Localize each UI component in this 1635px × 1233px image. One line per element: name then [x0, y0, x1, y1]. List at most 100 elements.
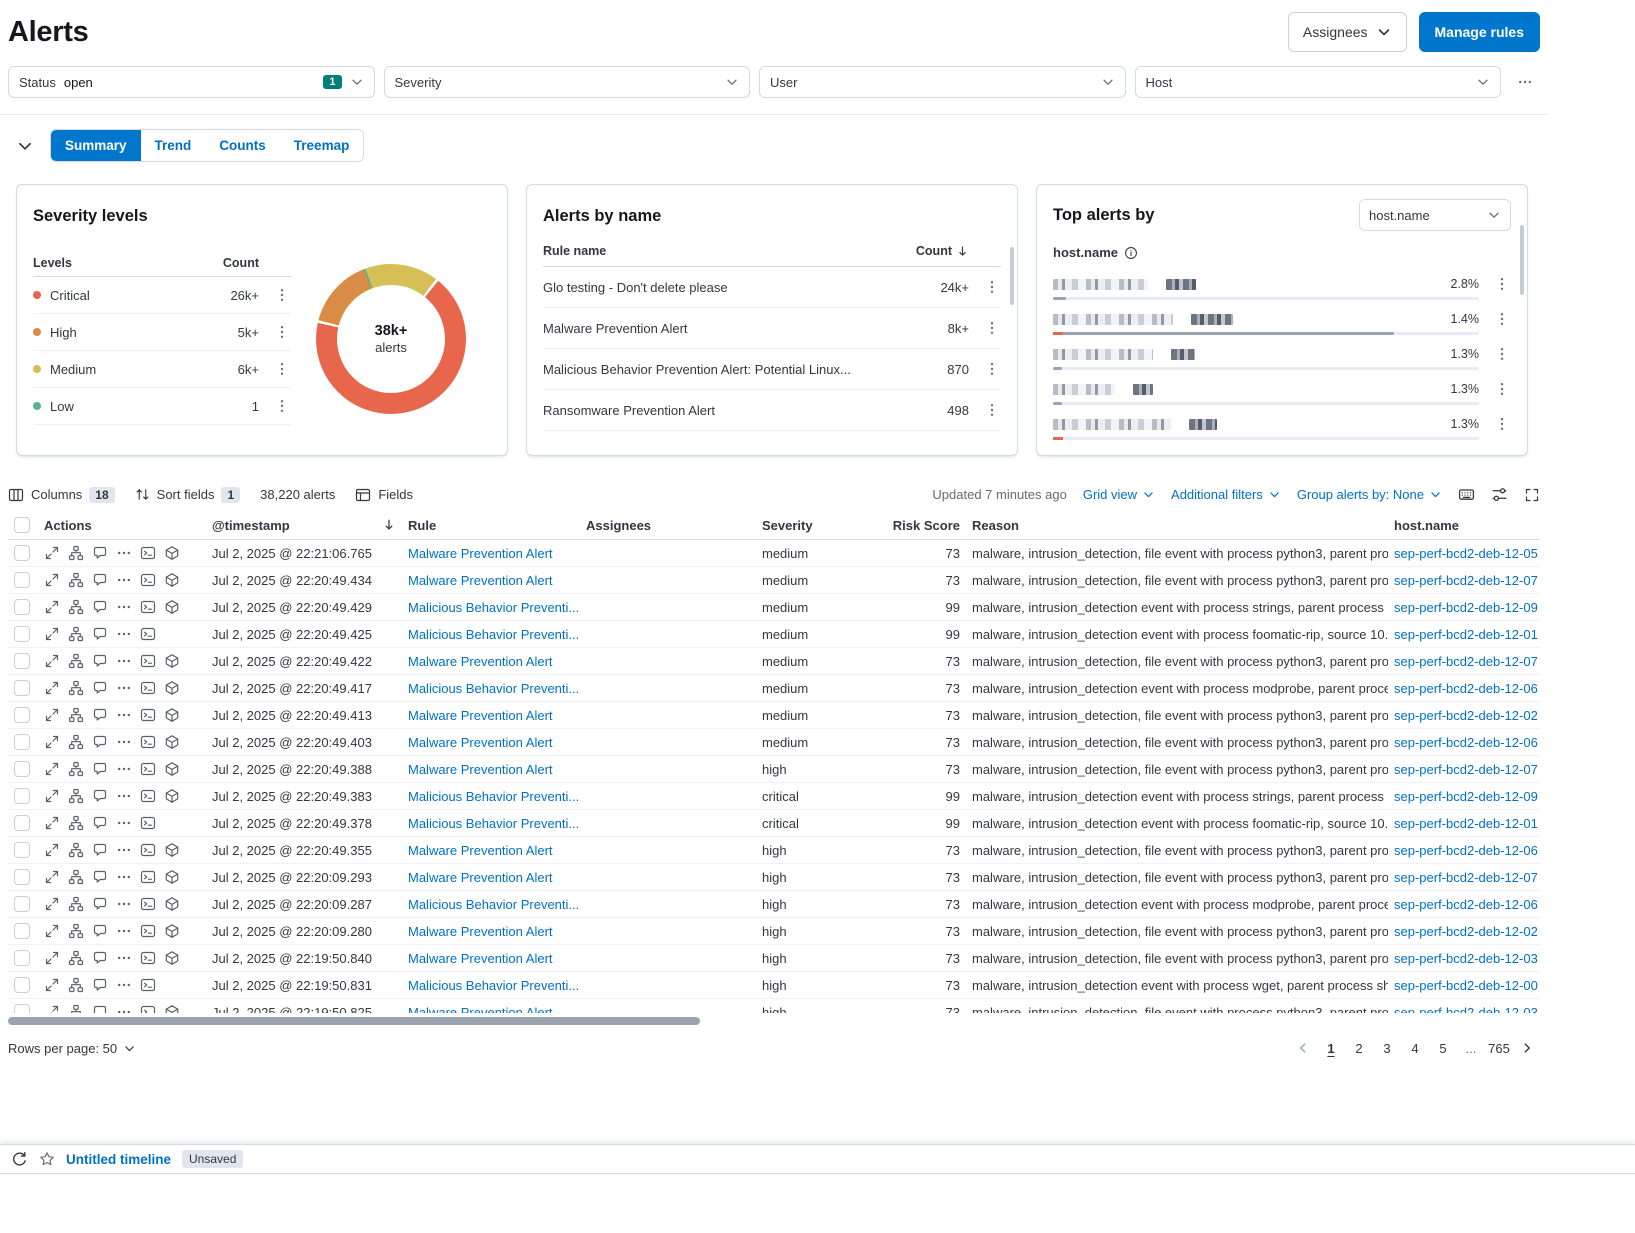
host-link[interactable]: sep-perf-bcd2-deb-12-09 [1394, 788, 1538, 804]
card-scrollbar[interactable] [1010, 247, 1014, 305]
previous-page-icon[interactable] [1292, 1041, 1314, 1055]
timeline-toggle-icon[interactable] [11, 1151, 28, 1168]
analyze-event-icon[interactable] [164, 734, 180, 750]
host-link[interactable]: sep-perf-bcd2-deb-12-07 [1394, 572, 1538, 588]
row-checkbox[interactable] [14, 896, 30, 912]
analyze-event-icon[interactable] [164, 545, 180, 561]
add-note-icon[interactable] [92, 653, 108, 669]
expand-alert-icon[interactable] [44, 572, 60, 588]
more-actions-icon[interactable] [116, 869, 132, 885]
kebab-menu-icon[interactable] [1493, 276, 1511, 292]
more-actions-icon[interactable] [116, 950, 132, 966]
row-checkbox[interactable] [14, 572, 30, 588]
info-icon[interactable] [1124, 246, 1138, 260]
col-header-reason[interactable]: Reason [972, 517, 1019, 533]
page-3[interactable]: 3 [1383, 1040, 1391, 1056]
more-actions-icon[interactable] [116, 815, 132, 831]
session-view-icon[interactable] [140, 1004, 156, 1013]
investigate-timeline-icon[interactable] [68, 545, 84, 561]
fields-button[interactable]: Fields [355, 487, 413, 503]
session-view-icon[interactable] [140, 842, 156, 858]
host-link[interactable]: sep-perf-bcd2-deb-12-01 [1394, 815, 1538, 831]
session-view-icon[interactable] [140, 869, 156, 885]
host-link[interactable]: sep-perf-bcd2-deb-12-06 [1394, 842, 1538, 858]
analyze-event-icon[interactable] [164, 653, 180, 669]
more-filters-button[interactable] [1510, 68, 1540, 96]
row-checkbox[interactable] [14, 599, 30, 615]
sort-fields-button[interactable]: Sort fields 1 [135, 486, 241, 503]
more-actions-icon[interactable] [116, 761, 132, 777]
grid-view-button[interactable]: Grid view [1083, 487, 1155, 502]
host-link[interactable]: sep-perf-bcd2-deb-12-05 [1394, 545, 1538, 561]
row-checkbox[interactable] [14, 815, 30, 831]
investigate-timeline-icon[interactable] [68, 599, 84, 615]
add-note-icon[interactable] [92, 869, 108, 885]
expand-alert-icon[interactable] [44, 599, 60, 615]
page-765[interactable]: 765 [1488, 1040, 1510, 1056]
rule-link[interactable]: Malicious Behavior Preventi... [408, 788, 580, 804]
host-link[interactable]: sep-perf-bcd2-deb-12-02 [1394, 707, 1538, 723]
rule-link[interactable]: Malware Prevention Alert [408, 842, 553, 858]
investigate-timeline-icon[interactable] [68, 734, 84, 750]
next-page-icon[interactable] [1516, 1041, 1538, 1055]
investigate-timeline-icon[interactable] [68, 896, 84, 912]
card-scrollbar[interactable] [1520, 225, 1524, 295]
col-header-risk-score[interactable]: Risk Score [892, 517, 960, 533]
rule-link[interactable]: Malware Prevention Alert [408, 707, 553, 723]
session-view-icon[interactable] [140, 815, 156, 831]
row-checkbox[interactable] [14, 788, 30, 804]
row-checkbox[interactable] [14, 653, 30, 669]
add-note-icon[interactable] [92, 1004, 108, 1013]
more-actions-icon[interactable] [116, 1004, 132, 1013]
expand-alert-icon[interactable] [44, 734, 60, 750]
expand-alert-icon[interactable] [44, 626, 60, 642]
add-note-icon[interactable] [92, 896, 108, 912]
investigate-timeline-icon[interactable] [68, 761, 84, 777]
analyze-event-icon[interactable] [164, 788, 180, 804]
host-link[interactable]: sep-perf-bcd2-deb-12-06 [1394, 896, 1538, 912]
row-checkbox[interactable] [14, 977, 30, 993]
columns-button[interactable]: Columns 18 [8, 486, 115, 503]
add-note-icon[interactable] [92, 842, 108, 858]
add-note-icon[interactable] [92, 572, 108, 588]
session-view-icon[interactable] [140, 680, 156, 696]
collapse-summary-icon[interactable] [16, 137, 34, 155]
analyze-event-icon[interactable] [164, 896, 180, 912]
row-checkbox[interactable] [14, 950, 30, 966]
host-link[interactable]: sep-perf-bcd2-deb-12-02 [1394, 923, 1538, 939]
row-checkbox[interactable] [14, 734, 30, 750]
expand-alert-icon[interactable] [44, 950, 60, 966]
host-link[interactable]: sep-perf-bcd2-deb-12-07 [1394, 761, 1538, 777]
rule-link[interactable]: Malicious Behavior Preventi... [408, 896, 580, 912]
kebab-menu-icon[interactable] [983, 361, 1001, 377]
kebab-menu-icon[interactable] [1493, 346, 1511, 362]
investigate-timeline-icon[interactable] [68, 788, 84, 804]
session-view-icon[interactable] [140, 923, 156, 939]
expand-alert-icon[interactable] [44, 788, 60, 804]
favorite-star-icon[interactable] [39, 1151, 55, 1167]
add-note-icon[interactable] [92, 815, 108, 831]
fullscreen-icon[interactable] [1524, 487, 1540, 503]
add-note-icon[interactable] [92, 545, 108, 561]
group-alerts-by-button[interactable]: Group alerts by: None [1297, 487, 1442, 502]
session-view-icon[interactable] [140, 950, 156, 966]
investigate-timeline-icon[interactable] [68, 977, 84, 993]
expand-alert-icon[interactable] [44, 842, 60, 858]
kebab-menu-icon[interactable] [983, 279, 1001, 295]
host-link[interactable]: sep-perf-bcd2-deb-12-09 [1394, 599, 1538, 615]
investigate-timeline-icon[interactable] [68, 1004, 84, 1013]
rule-link[interactable]: Malware Prevention Alert [408, 950, 553, 966]
rows-per-page-button[interactable]: Rows per page: 50 [8, 1041, 136, 1056]
session-view-icon[interactable] [140, 788, 156, 804]
expand-alert-icon[interactable] [44, 680, 60, 696]
more-actions-icon[interactable] [116, 572, 132, 588]
host-link[interactable]: sep-perf-bcd2-deb-12-03 [1394, 950, 1538, 966]
analyze-event-icon[interactable] [164, 842, 180, 858]
select-all-checkbox[interactable] [14, 517, 30, 533]
analyze-event-icon[interactable] [164, 680, 180, 696]
analyze-event-icon[interactable] [164, 1004, 180, 1013]
session-view-icon[interactable] [140, 896, 156, 912]
expand-alert-icon[interactable] [44, 815, 60, 831]
col-header-host-name[interactable]: host.name [1394, 517, 1460, 533]
expand-alert-icon[interactable] [44, 896, 60, 912]
